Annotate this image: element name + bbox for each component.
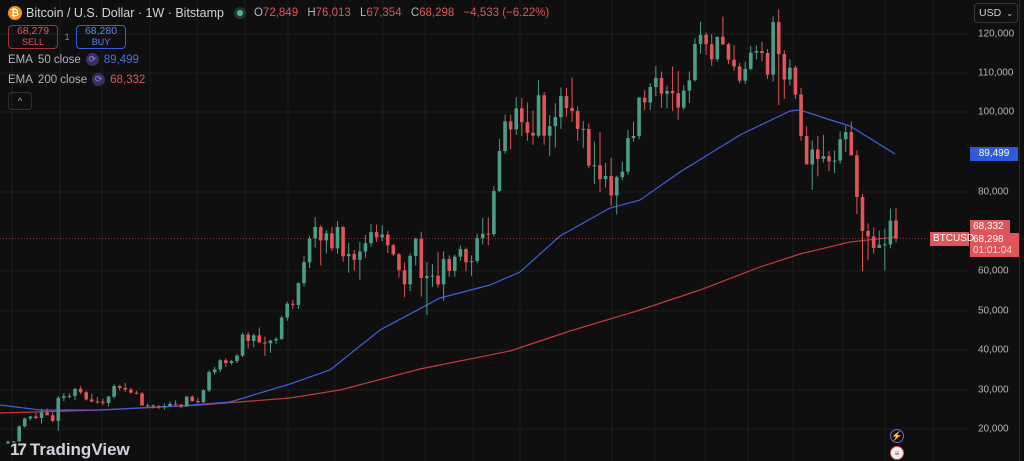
low-value: 67,354 bbox=[366, 7, 402, 19]
market-status-icon[interactable] bbox=[233, 7, 246, 19]
tradingview-logo[interactable]: 17 TradingView bbox=[10, 440, 130, 459]
ema50-price-tag: 89,499 bbox=[970, 147, 1018, 161]
price-axis-label: 80,000 bbox=[978, 186, 1009, 198]
ohlc-values: O72,849 H76,013 L67,354 C68,298 −4,533 (… bbox=[253, 7, 550, 19]
ema200-price-tag: 68,332 bbox=[970, 220, 1010, 233]
bitcoin-icon: ₿ bbox=[8, 6, 22, 20]
chevron-up-icon: ^ bbox=[17, 96, 23, 106]
chevron-down-icon: ⌄ bbox=[1006, 8, 1013, 18]
axis-separator bbox=[1019, 0, 1020, 461]
price-axis-label: 20,000 bbox=[978, 423, 1009, 435]
spread-value: 1 bbox=[64, 32, 70, 42]
collapse-legend-button[interactable]: ^ bbox=[8, 92, 32, 110]
close-value: 68,298 bbox=[419, 7, 455, 19]
refresh-icon[interactable]: ⟳ bbox=[85, 53, 99, 66]
price-axis-label: 60,000 bbox=[978, 265, 1009, 277]
price-axis-label: 50,000 bbox=[978, 305, 1009, 317]
symbol-price-tag: BTCUSD bbox=[930, 232, 974, 246]
us-flag-event-icon[interactable]: ≡ bbox=[890, 446, 904, 460]
sell-button[interactable]: 68,279 SELL bbox=[8, 25, 58, 49]
last-price-value: 68,298 bbox=[973, 234, 1004, 245]
ema200-value: 68,332 bbox=[110, 73, 146, 86]
price-axis-label: 40,000 bbox=[978, 344, 1009, 356]
price-axis-label: 110,000 bbox=[978, 67, 1014, 79]
indicator-ema200[interactable]: EMA 200 close ⟳ 68,332 bbox=[8, 73, 146, 86]
price-axis-label: 120,000 bbox=[978, 28, 1015, 40]
ema50-value: 89,499 bbox=[103, 53, 139, 66]
open-value: 72,849 bbox=[262, 7, 299, 19]
bar-countdown: 01:01:04 bbox=[973, 245, 1012, 256]
chart-legend: ₿ Bitcoin / U.S. Dollar · 1W · Bitstamp … bbox=[8, 5, 555, 110]
price-axis-label: 30,000 bbox=[978, 384, 1009, 396]
event-lightning-icon[interactable]: ⚡ bbox=[890, 429, 904, 443]
tradingview-mark-icon: 17 bbox=[10, 440, 27, 459]
price-axis-label: 100,000 bbox=[978, 106, 1015, 118]
last-price-tag: 68,298 01:01:04 bbox=[970, 233, 1019, 257]
high-value: 76,013 bbox=[315, 7, 351, 19]
indicator-ema50[interactable]: EMA 50 close ⟳ 89,499 bbox=[8, 53, 139, 66]
change-value: −4,533 (−6.22%) bbox=[463, 7, 550, 19]
refresh-icon[interactable]: ⟳ bbox=[92, 73, 106, 86]
buy-button[interactable]: 68,280 BUY bbox=[76, 25, 126, 49]
trade-buttons: 68,279 SELL 1 68,280 BUY bbox=[8, 25, 555, 49]
symbol-title[interactable]: Bitcoin / U.S. Dollar · 1W · Bitstamp bbox=[26, 6, 224, 20]
symbol-header: ₿ Bitcoin / U.S. Dollar · 1W · Bitstamp … bbox=[8, 5, 555, 21]
currency-select[interactable]: USD ⌄ bbox=[974, 3, 1018, 23]
